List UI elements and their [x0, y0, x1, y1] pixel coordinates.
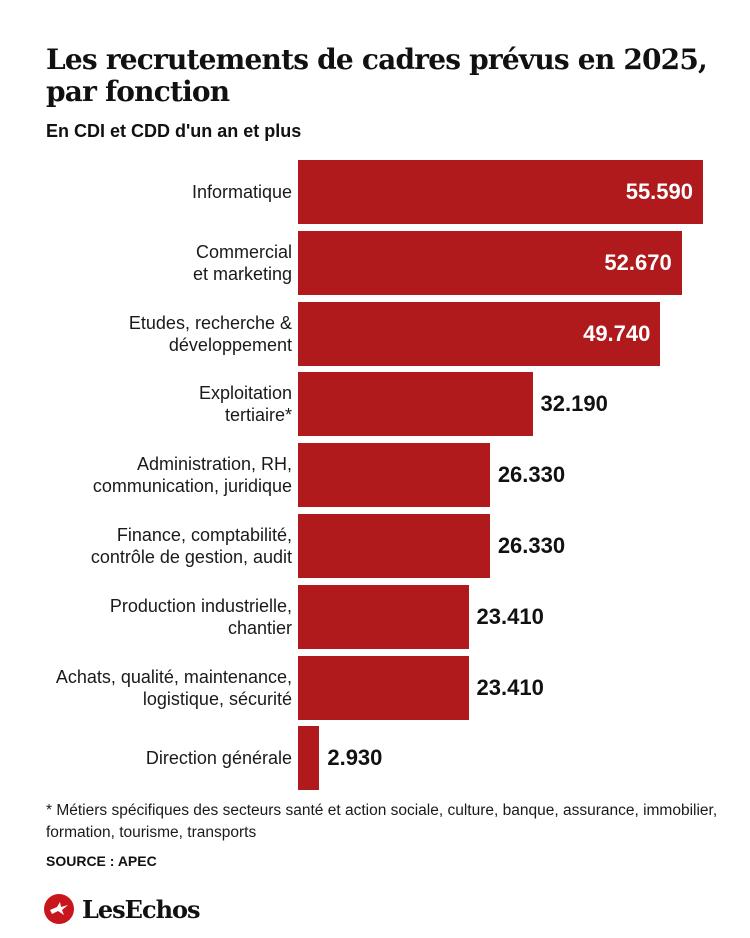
value-label: 55.590	[625, 179, 693, 204]
category-label: Production industrielle, chantier	[109, 595, 292, 638]
bar	[298, 726, 320, 791]
value-label: 49.740	[583, 320, 651, 346]
category-label: Etudes, recherche & développement	[128, 312, 292, 355]
bar	[298, 514, 490, 578]
value-label: 26.330	[497, 462, 566, 488]
value-label: 32.190	[540, 391, 608, 417]
bar	[298, 443, 490, 508]
bird-icon	[44, 894, 74, 924]
value-label: 23.410	[476, 603, 544, 629]
category-label: Administration, RH, communication, jurid…	[92, 454, 292, 497]
bar	[298, 230, 682, 295]
bar	[298, 655, 469, 720]
value-label: 23.410	[476, 674, 544, 700]
les-echos-logo: LesEchos	[44, 891, 201, 927]
bar	[298, 372, 533, 437]
category-label: Informatique	[191, 182, 292, 202]
chart-title: Les recrutements de cadres prévus en 202…	[46, 43, 708, 108]
category-label: Achats, qualité, maintenance, logistique…	[55, 666, 292, 709]
category-label: Direction générale	[145, 748, 292, 769]
logo-text: LesEchos	[82, 894, 201, 924]
chart-subtitle: En CDI et CDD d'un an et plus	[46, 121, 302, 141]
bar	[298, 584, 469, 649]
value-label: 52.670	[604, 249, 672, 275]
source-label: SOURCE : APEC	[46, 853, 157, 869]
footnote: * Métiers spécifiques des secteurs santé…	[46, 802, 718, 841]
value-label: 2.930	[327, 745, 383, 771]
bar	[298, 160, 703, 224]
category-label: Finance, comptabilité, contrôle de gesti…	[90, 525, 292, 567]
category-label: Exploitation tertiaire*	[198, 383, 292, 426]
value-label: 26.330	[497, 533, 566, 558]
category-label: Commercial et marketing	[192, 241, 292, 284]
bar	[298, 301, 661, 366]
